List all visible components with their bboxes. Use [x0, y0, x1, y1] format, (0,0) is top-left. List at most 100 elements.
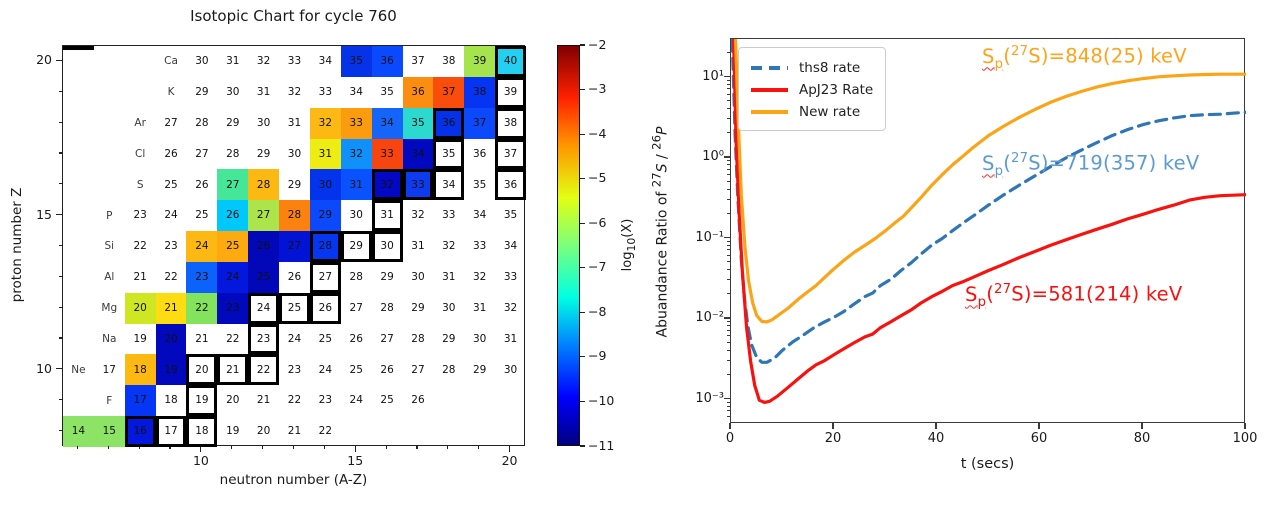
isotope-cell: 21 [217, 354, 249, 386]
legend: ths8 rate ApJ23 Rate New rate [738, 47, 887, 131]
y-tick-label: 10⁻³ [695, 390, 724, 406]
y-axis-tick [59, 183, 62, 185]
y-axis-tick [59, 90, 62, 92]
isotope-cell: 37 [495, 138, 526, 170]
x-axis-tick [354, 446, 356, 452]
isotope-cell: 35 [503, 209, 518, 222]
isotope-cell: 20 [226, 394, 240, 407]
isotope-cell: 33 [340, 107, 372, 139]
colorbar-tick-label: −5 [588, 170, 607, 186]
y-axis-minor-tick [726, 132, 730, 134]
y-axis-tick [724, 75, 730, 78]
isotope-cell: 31 [340, 169, 372, 201]
y-tick-label: 10¹ [702, 68, 724, 84]
x-axis-tick [1141, 423, 1143, 429]
right-y-axis-label: Abuandance Ratio of 27S / 26P [649, 126, 671, 338]
isotope-cell: 32 [256, 55, 271, 68]
y-axis-minor-tick [726, 240, 730, 242]
isotope-cell: 30 [503, 363, 518, 376]
isotope-cell: 26 [217, 200, 249, 232]
isotope-cell: 29 [411, 301, 425, 314]
y-axis-minor-tick [726, 212, 730, 214]
isotope-cell: 24 [217, 261, 249, 293]
colorbar-tick [580, 445, 585, 447]
y-tick-label: 10⁰ [702, 149, 724, 164]
isotope-cell: 31 [256, 86, 271, 99]
isotope-cell: 25 [318, 332, 333, 345]
colorbar-tick [580, 133, 585, 135]
isotope-cell: 21 [195, 332, 209, 345]
x-tick-label: 60 [1030, 431, 1048, 446]
isotope-cell: 29 [287, 178, 302, 191]
isotope-cell: 24 [186, 231, 218, 262]
isotope-cell: 22 [287, 394, 302, 407]
colorbar-tick [580, 222, 585, 224]
y-axis-minor-tick [726, 164, 730, 166]
isotope-cell: 26 [195, 178, 209, 191]
isotope-cell: 34 [473, 209, 487, 222]
colorbar-tick-label: −7 [588, 259, 607, 275]
y-axis-tick [59, 429, 62, 432]
x-axis-tick [292, 446, 295, 449]
isotope-cell: 18 [124, 354, 156, 386]
isotope-cell: 25 [279, 292, 310, 324]
y-tick-label: 20 [36, 52, 52, 68]
colorbar-tick-label: −9 [588, 348, 607, 364]
isotope-cell: 25 [164, 178, 178, 191]
legend-line-solid-orange [751, 110, 788, 114]
isotope-cell: 17 [102, 363, 116, 376]
isotope-cell: 28 [380, 301, 394, 314]
isotope-cell: 33 [402, 169, 434, 201]
isotope-cell: 28 [309, 231, 341, 262]
isotope-cell: 25 [248, 261, 280, 293]
isotope-cell: 21 [256, 394, 271, 407]
y-axis-minor-tick [726, 321, 730, 323]
left-x-axis-label: neutron number (A-Z) [219, 472, 368, 488]
isotope-cell: 19 [226, 425, 240, 438]
isotope-cell: 34 [503, 240, 518, 253]
y-axis-minor-tick [726, 261, 730, 263]
isotope-cell: 31 [371, 200, 403, 232]
colorbar-tick-label: −6 [588, 214, 607, 230]
isotope-cell: 38 [442, 55, 456, 68]
isotope-cell: 25 [349, 363, 363, 376]
isotope-cell: 28 [248, 169, 280, 201]
y-axis-minor-tick [726, 160, 730, 162]
isotope-cell: 23 [164, 240, 178, 253]
abundance-ratio-figure: Abuandance Ratio of 27S / 26P t (secs) t… [640, 0, 1267, 508]
y-axis-tick [59, 306, 62, 308]
y-axis-minor-tick [726, 88, 730, 90]
isotope-cell: 34 [371, 107, 403, 139]
legend-line-solid-red [751, 88, 788, 92]
isotope-cell: 37 [464, 107, 496, 139]
x-tick-label: 20 [501, 453, 518, 468]
colorbar-tick [580, 267, 585, 269]
isotope-cell: 23 [133, 209, 147, 222]
colorbar-tick-label: −3 [588, 81, 607, 97]
isotope-cell: 33 [473, 240, 487, 253]
isotope-cell: 20 [186, 354, 218, 386]
isotope-cell: 18 [186, 416, 218, 447]
colorbar-tick [580, 356, 585, 358]
isotope-cell: 34 [318, 55, 333, 68]
x-axis-tick [138, 446, 140, 449]
y-axis-minor-tick [726, 410, 730, 412]
y-axis-tick [59, 244, 62, 247]
y-axis-tick [56, 368, 62, 370]
y-axis-minor-tick [726, 93, 730, 95]
isotope-cell: 32 [287, 86, 302, 99]
isotope-cell: 30 [256, 116, 271, 129]
element-label: Ca [164, 55, 178, 68]
x-axis-tick [323, 446, 325, 449]
y-axis-minor-tick [726, 188, 730, 190]
y-tick-label: 10⁻² [695, 310, 724, 325]
isotope-cell: 38 [495, 107, 526, 139]
isotope-cell: 16 [124, 416, 156, 447]
isotope-cell: 24 [349, 394, 363, 407]
isotope-cell: 32 [503, 301, 518, 314]
colorbar [557, 45, 580, 446]
isotope-cell: 28 [442, 363, 456, 376]
isotope-cell: 36 [473, 147, 487, 160]
isotope-cell: 27 [279, 231, 310, 262]
colorbar-tick-label: −2 [588, 36, 607, 52]
